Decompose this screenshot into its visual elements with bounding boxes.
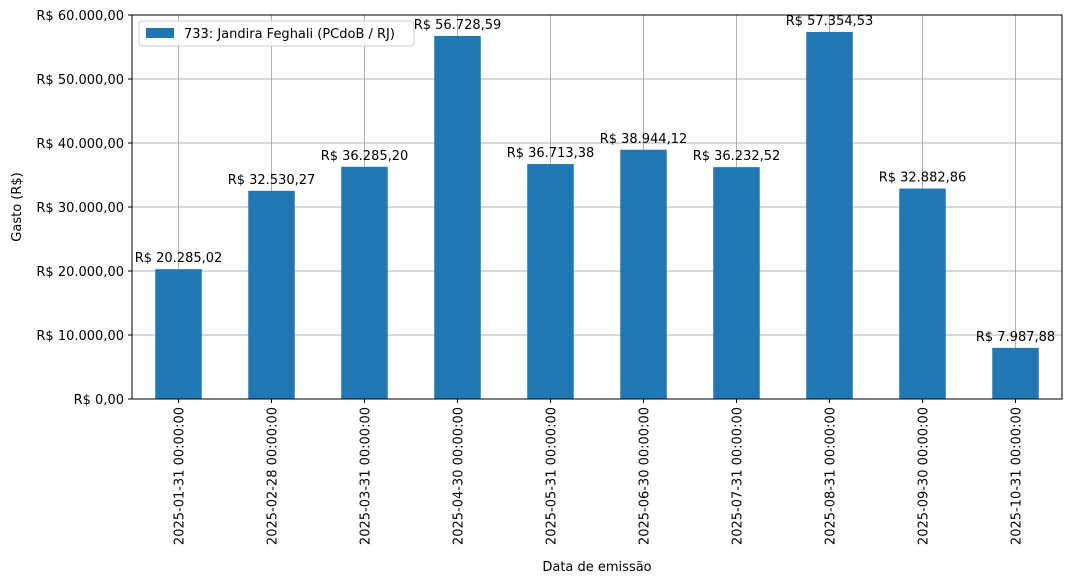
bar: [248, 190, 295, 399]
y-tick-label: R$ 10.000,00: [36, 329, 124, 344]
bar: [155, 269, 202, 399]
x-tick-label: 2025-01-31 00:00:00: [173, 407, 188, 545]
bar: [992, 347, 1039, 399]
bar-value-label: R$ 32.530,27: [228, 173, 316, 188]
bar-value-label: R$ 56.728,59: [414, 18, 502, 33]
y-tick-label: R$ 20.000,00: [36, 265, 124, 280]
y-axis-label: Gasto (R$): [10, 172, 25, 241]
bar-value-label: R$ 7.987,88: [976, 330, 1055, 345]
x-tick-label: 2025-07-31 00:00:00: [731, 407, 746, 545]
bar-value-label: R$ 38.944,12: [600, 132, 688, 147]
legend-swatch: [146, 28, 174, 38]
bar: [806, 31, 853, 400]
legend-entry: 733: Jandira Feghali (PCdoB / RJ): [184, 27, 395, 42]
y-tick-label: R$ 50.000,00: [36, 73, 124, 88]
bars: [155, 31, 1039, 400]
x-tick-label: 2025-05-31 00:00:00: [545, 407, 560, 545]
y-tick-label: R$ 0,00: [74, 393, 124, 408]
bar: [713, 167, 760, 399]
legend: 733: Jandira Feghali (PCdoB / RJ): [138, 20, 415, 47]
x-tick-label: 2025-03-31 00:00:00: [359, 407, 374, 545]
y-axis-ticks: R$ 0,00 R$ 10.000,00 R$ 20.000,00 R$ 30.000…: [36, 9, 132, 408]
bar: [620, 149, 667, 399]
x-tick-label: 2025-09-30 00:00:00: [917, 407, 932, 545]
bar: [527, 164, 574, 399]
bar-value-label: R$ 36.232,52: [693, 149, 781, 164]
x-tick-label: 2025-04-30 00:00:00: [452, 407, 467, 545]
bar-value-label: R$ 36.285,20: [321, 149, 409, 164]
x-tick-label: 2025-10-31 00:00:00: [1010, 407, 1025, 545]
y-tick-label: R$ 40.000,00: [36, 137, 124, 152]
plot-frame: [131, 14, 1063, 400]
bar-value-label: R$ 36.713,38: [507, 146, 595, 161]
y-tick-label: R$ 30.000,00: [36, 201, 124, 216]
x-tick-label: 2025-02-28 00:00:00: [266, 407, 281, 545]
bar: [899, 188, 946, 399]
x-axis-label: Data de emissão: [542, 560, 651, 575]
bar-value-label: R$ 57.354,53: [786, 14, 874, 29]
y-tick-label: R$ 60.000,00: [36, 9, 124, 24]
data-labels: R$ 20.285,02 R$ 32.530,27 R$ 36.285,20 R$ 5…: [135, 14, 1055, 345]
bar: [341, 166, 388, 399]
x-tick-label: 2025-08-31 00:00:00: [824, 407, 839, 545]
legend-box: [138, 20, 415, 47]
x-tick-label: 2025-06-30 00:00:00: [638, 407, 653, 545]
bar-value-label: R$ 20.285,02: [135, 251, 223, 266]
x-axis-ticks: 2025-01-31 00:00:00 2025-02-28 00:00:00 20…: [173, 399, 1025, 545]
bar: [434, 35, 481, 400]
bar-value-label: R$ 32.882,86: [879, 171, 967, 186]
